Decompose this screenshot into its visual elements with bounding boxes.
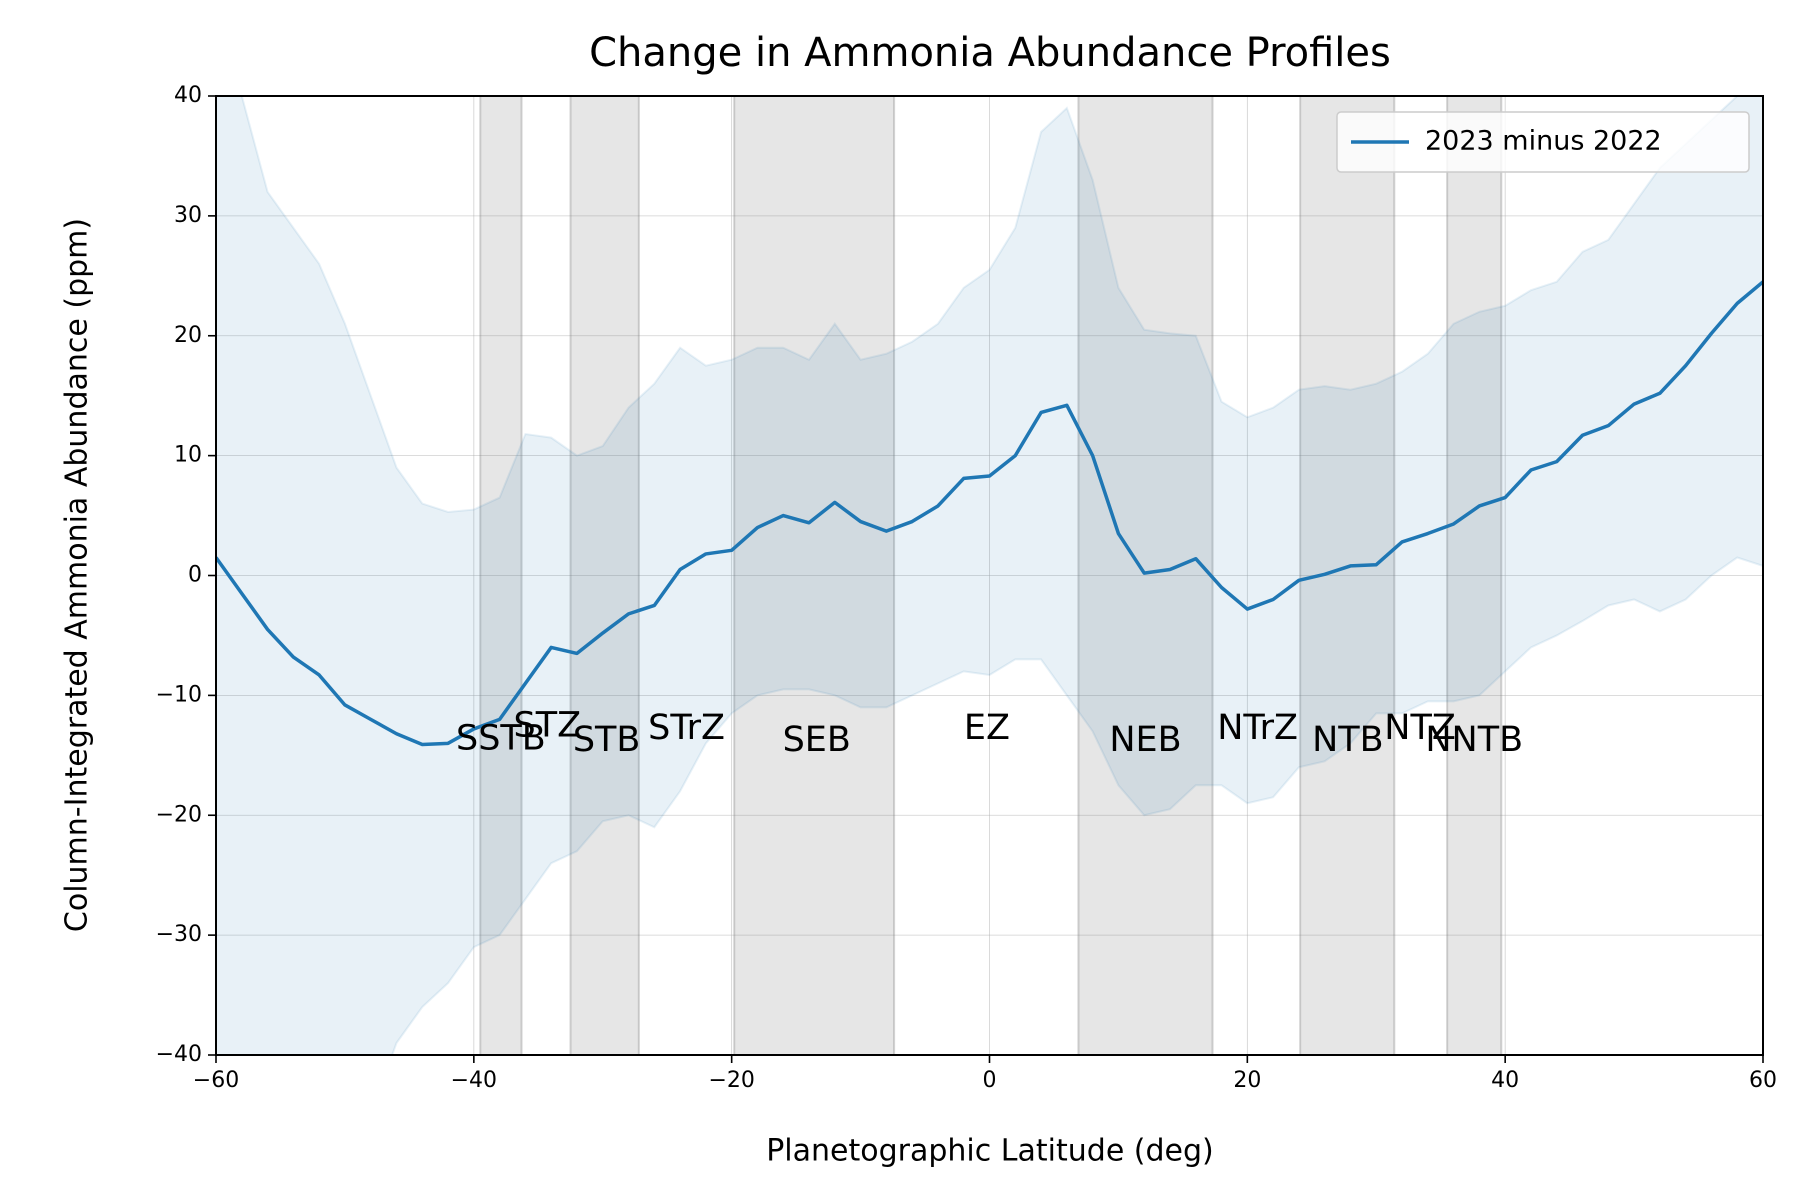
- x-tick-label: 40: [1491, 1068, 1519, 1093]
- latitude-band: [1077, 96, 1214, 1055]
- latitude-band: [1446, 96, 1503, 1055]
- region-label: NTrZ: [1217, 708, 1298, 748]
- region-label: SSTB: [456, 719, 546, 759]
- y-tick-label: 20: [174, 323, 202, 348]
- plot-area: [216, 96, 1763, 1055]
- y-tick-label: 40: [174, 83, 202, 108]
- latitude-band: [569, 96, 640, 1055]
- region-label: STZ: [514, 706, 582, 746]
- x-axis-label: Planetographic Latitude (deg): [766, 1134, 1214, 1169]
- region-label: NTB: [1312, 720, 1384, 760]
- chart-title: Change in Ammonia Abundance Profiles: [589, 30, 1391, 76]
- latitude-band: [733, 96, 896, 1055]
- x-tick-label: 0: [983, 1068, 997, 1093]
- data-line: [216, 280, 1763, 747]
- y-tick-label: −20: [156, 802, 202, 827]
- y-axis-label: Column-Integrated Ammonia Abundance (ppm…: [60, 218, 95, 932]
- x-tick-label: −20: [708, 1068, 754, 1093]
- x-tick-label: 60: [1749, 1068, 1777, 1093]
- region-label: NEB: [1109, 720, 1181, 760]
- region-label: EZ: [964, 708, 1010, 748]
- x-tick-label: −40: [451, 1068, 497, 1093]
- region-label: NTZ: [1384, 708, 1456, 748]
- y-tick-label: 30: [174, 203, 202, 228]
- region-label: STB: [573, 720, 641, 760]
- y-tick-label: −30: [156, 922, 202, 947]
- legend-box: [1336, 111, 1750, 173]
- x-tick-label: 20: [1233, 1068, 1261, 1093]
- region-label: STrZ: [648, 708, 725, 748]
- y-tick-label: 0: [188, 563, 202, 588]
- latitude-band: [479, 96, 523, 1055]
- region-label: NNTB: [1425, 720, 1523, 760]
- region-label: SEB: [783, 720, 851, 760]
- legend-label: 2023 minus 2022: [1425, 126, 1662, 157]
- y-tick-label: −40: [156, 1042, 202, 1067]
- y-tick-label: 10: [174, 443, 202, 468]
- x-tick-label: −60: [193, 1068, 239, 1093]
- uncertainty-band: [216, 96, 1763, 1055]
- y-tick-label: −10: [156, 682, 202, 707]
